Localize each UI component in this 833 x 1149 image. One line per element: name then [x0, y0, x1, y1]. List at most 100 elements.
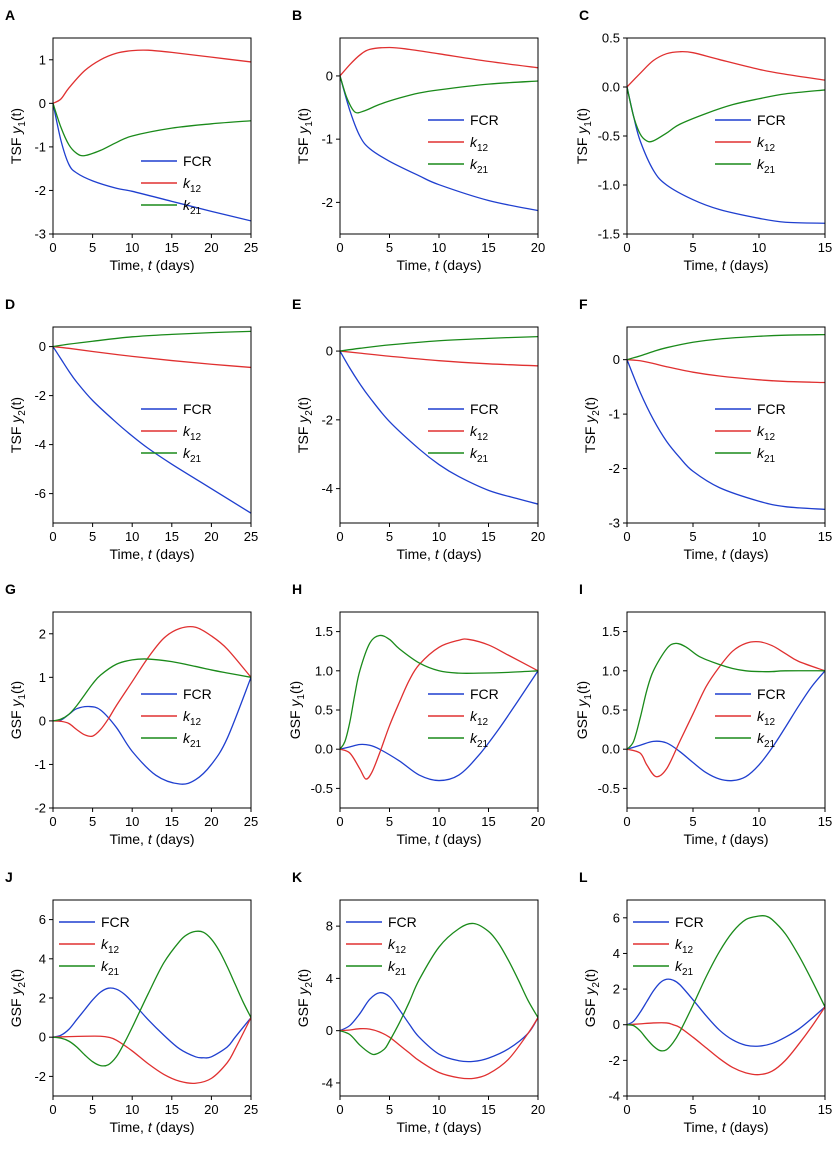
series-line-a-k12	[53, 49, 251, 104]
x-tick-label-f: 10	[752, 529, 766, 544]
y-tick-label-i: 0.5	[602, 703, 620, 718]
series-line-l-k21	[627, 914, 825, 1052]
series-line-k-k12	[340, 1017, 538, 1080]
x-tick-label-j: 15	[165, 1102, 179, 1117]
legend-label-l-k21: k21	[675, 958, 694, 978]
x-tick-label-a: 20	[204, 240, 218, 255]
x-tick-label-c: 5	[689, 240, 696, 255]
series-line-f-k12	[627, 359, 825, 384]
series-line-i-k21	[627, 642, 825, 750]
series-line-b-k12	[340, 46, 538, 77]
series-line-d-fcr	[53, 346, 251, 514]
series-line-b-fcr	[340, 75, 538, 212]
x-tick-label-g: 25	[244, 814, 258, 829]
series-line-c-k21	[627, 86, 825, 143]
x-tick-label-e: 5	[386, 529, 393, 544]
x-tick-label-k: 10	[432, 1102, 446, 1117]
x-tick-label-k: 20	[531, 1102, 545, 1117]
y-tick-label-h: -0.5	[311, 781, 333, 796]
panel-letter-e: E	[292, 296, 301, 312]
plot-area-c	[626, 37, 826, 235]
y-tick-label-l: 2	[613, 982, 620, 997]
y-axis-title-k: GSF y2(t)	[295, 969, 315, 1027]
y-tick-label-c: -0.5	[598, 129, 620, 144]
y-tick-label-k: 4	[326, 971, 333, 986]
legend-label-a-fcr: FCR	[183, 153, 212, 169]
x-axis-title-d: Time, t (days)	[109, 546, 194, 562]
panel-d: D 0 5 10 15 20 25 -6 -4 -2 0 Time, t (days) TSF y2(t…	[5, 296, 258, 562]
legend-e: FCR k12 k21	[428, 401, 499, 465]
x-tick-label-c: 0	[623, 240, 630, 255]
legend-g: FCR k12 k21	[141, 686, 212, 750]
y-tick-label-c: 0.0	[602, 80, 620, 95]
x-tick-label-k: 15	[481, 1102, 495, 1117]
legend-c: FCR k12 k21	[715, 112, 786, 176]
legend-i: FCR k12 k21	[715, 686, 786, 750]
panel-letter-d: D	[5, 296, 15, 312]
legend-label-k-fcr: FCR	[388, 914, 417, 930]
x-axis-title-i: Time, t (days)	[683, 831, 768, 847]
x-tick-label-i: 10	[752, 814, 766, 829]
series-line-d-k12	[53, 345, 251, 369]
legend-label-g-fcr: FCR	[183, 686, 212, 702]
x-tick-label-g: 0	[49, 814, 56, 829]
legend-label-h-k21: k21	[470, 730, 489, 750]
series-line-h-fcr	[340, 670, 538, 782]
legend-l: FCR k12 k21	[633, 914, 704, 978]
panel-i: I 0 5 10 15 -0.5 0.0 0.5 1.0 1.5 Time, t (days) GSF…	[574, 581, 832, 847]
y-tick-label-g: 0	[39, 713, 46, 728]
y-tick-label-k: 0	[326, 1023, 333, 1038]
x-tick-label-l: 0	[623, 1102, 630, 1117]
x-tick-label-g: 15	[165, 814, 179, 829]
x-tick-label-j: 0	[49, 1102, 56, 1117]
y-tick-label-d: -6	[34, 486, 46, 501]
x-tick-label-i: 0	[623, 814, 630, 829]
legend-label-f-fcr: FCR	[757, 401, 786, 417]
y-tick-label-h: 0.5	[315, 703, 333, 718]
legend-label-k-k12: k12	[388, 936, 407, 956]
legend-label-c-k21: k21	[757, 156, 776, 176]
y-axis-title-j: GSF y2(t)	[8, 969, 28, 1027]
plot-area-i	[626, 611, 826, 809]
series-line-k-fcr	[340, 992, 538, 1063]
x-tick-label-e: 0	[336, 529, 343, 544]
series-line-g-k12	[53, 625, 251, 738]
y-tick-label-f: 0	[613, 352, 620, 367]
y-axis-title-f: TSF y2(t)	[582, 397, 602, 453]
x-tick-label-j: 20	[204, 1102, 218, 1117]
legend-label-b-k21: k21	[470, 156, 489, 176]
series-line-i-fcr	[627, 670, 825, 782]
y-axis-title-a: TSF y1(t)	[8, 108, 28, 164]
y-tick-label-c: -1.5	[598, 227, 620, 242]
legend-label-e-k12: k12	[470, 423, 489, 443]
x-axis-title-l: Time, t (days)	[683, 1119, 768, 1135]
series-line-d-k21	[53, 330, 251, 348]
series-line-f-k21	[627, 333, 825, 361]
legend-label-b-fcr: FCR	[470, 112, 499, 128]
x-tick-label-a: 10	[125, 240, 139, 255]
y-tick-label-c: 0.5	[602, 31, 620, 46]
x-tick-label-l: 5	[689, 1102, 696, 1117]
legend-label-c-fcr: FCR	[757, 112, 786, 128]
x-axis-title-j: Time, t (days)	[109, 1119, 194, 1135]
series-line-g-k21	[53, 658, 251, 722]
x-tick-label-b: 20	[531, 240, 545, 255]
y-axis-title-e: TSF y2(t)	[295, 397, 315, 453]
legend-label-a-k21: k21	[183, 197, 202, 217]
panel-h: H 0 5 10 15 20 -0.5 0.0 0.5 1.0 1.5 Time, t (days) G…	[287, 581, 545, 847]
x-tick-label-j: 5	[89, 1102, 96, 1117]
plot-area-g	[52, 611, 252, 809]
x-tick-label-k: 5	[386, 1102, 393, 1117]
plot-area-k	[339, 899, 539, 1097]
y-axis-title-b: TSF y1(t)	[295, 108, 315, 164]
series-line-e-k12	[340, 350, 538, 367]
y-tick-label-g: -1	[34, 757, 46, 772]
y-tick-label-g: 1	[39, 670, 46, 685]
y-tick-label-a: 1	[39, 52, 46, 67]
legend-b: FCR k12 k21	[428, 112, 499, 176]
series-line-h-k12	[340, 638, 538, 780]
panel-a: A 0 5 10 15 20 25 -3 -2 -1 0 1 Time, t (days) TSF y1(…	[5, 7, 258, 273]
x-tick-label-l: 10	[752, 1102, 766, 1117]
y-tick-label-h: 1.5	[315, 624, 333, 639]
